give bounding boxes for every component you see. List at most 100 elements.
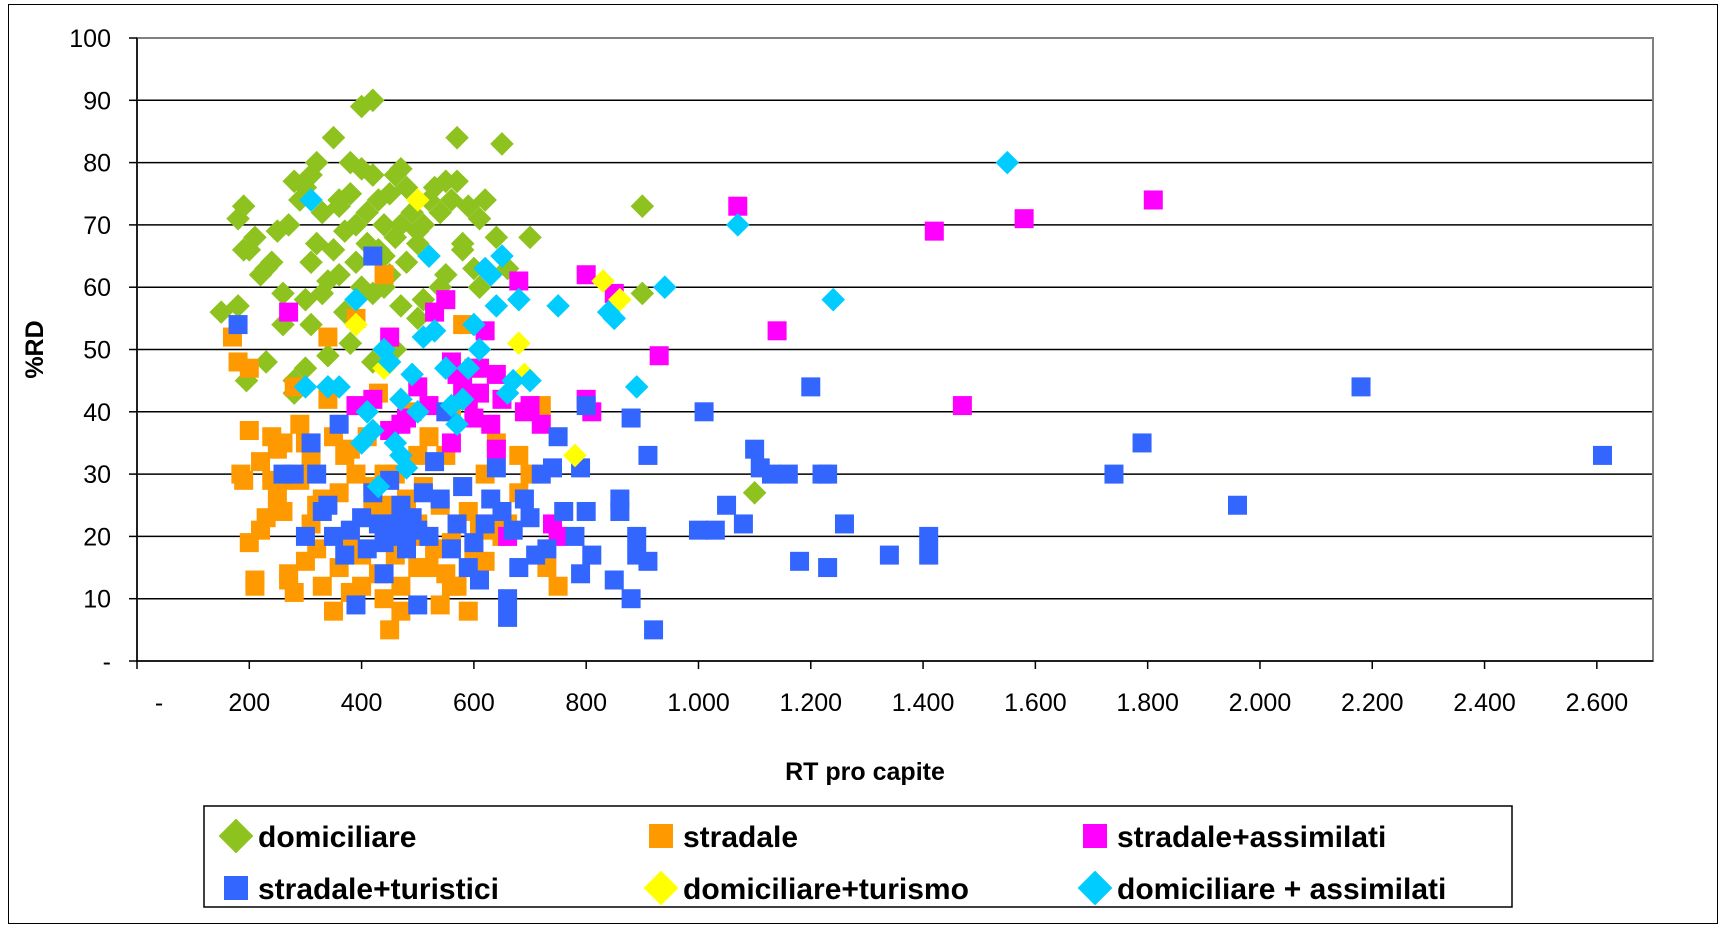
data-point bbox=[638, 445, 658, 465]
data-point bbox=[352, 508, 372, 528]
data-point bbox=[430, 595, 450, 615]
data-point bbox=[276, 213, 301, 237]
data-point bbox=[834, 514, 854, 534]
data-point bbox=[514, 489, 534, 509]
data-point bbox=[377, 350, 402, 374]
data-point bbox=[419, 427, 439, 447]
y-tick-label: 60 bbox=[83, 274, 111, 302]
data-point bbox=[237, 238, 262, 262]
data-point bbox=[742, 481, 767, 505]
data-point bbox=[299, 312, 323, 337]
data-point bbox=[368, 514, 388, 534]
data-point bbox=[256, 508, 276, 528]
data-point bbox=[318, 327, 338, 347]
data-point bbox=[486, 458, 506, 478]
data-point bbox=[245, 570, 265, 590]
data-point bbox=[518, 368, 542, 393]
data-point bbox=[327, 262, 351, 287]
data-point bbox=[486, 364, 506, 384]
legend-label: stradale+assimilati bbox=[1117, 821, 1386, 854]
data-point bbox=[239, 358, 259, 378]
data-point bbox=[507, 287, 531, 312]
data-point bbox=[490, 244, 514, 268]
data-point bbox=[363, 246, 383, 266]
data-point bbox=[436, 290, 456, 310]
data-point bbox=[234, 470, 254, 490]
legend-marker bbox=[643, 870, 679, 906]
data-point bbox=[733, 514, 753, 534]
data-point bbox=[383, 163, 408, 187]
legend-label: stradale bbox=[683, 821, 798, 854]
data-point bbox=[344, 287, 368, 312]
data-point bbox=[293, 287, 318, 312]
data-point bbox=[299, 188, 323, 212]
x-tick-label: 2.000 bbox=[1229, 689, 1292, 717]
data-point bbox=[1104, 464, 1124, 484]
data-point bbox=[357, 539, 377, 559]
data-point bbox=[394, 250, 419, 275]
data-point bbox=[321, 238, 346, 262]
data-point bbox=[1228, 495, 1248, 515]
data-point bbox=[627, 526, 647, 546]
data-point bbox=[509, 558, 529, 578]
data-point bbox=[400, 362, 424, 387]
data-point bbox=[327, 188, 351, 212]
data-point bbox=[486, 439, 506, 459]
y-axis-title: %RD bbox=[21, 320, 49, 378]
x-tick-label: 1.400 bbox=[892, 689, 955, 717]
data-point bbox=[284, 464, 304, 484]
data-point bbox=[355, 231, 379, 256]
data-point bbox=[243, 225, 267, 250]
data-point bbox=[498, 607, 518, 627]
data-point bbox=[919, 526, 939, 546]
legend-marker bbox=[224, 876, 248, 900]
data-point bbox=[271, 281, 295, 306]
data-point bbox=[389, 387, 413, 412]
legend-marker bbox=[649, 824, 673, 848]
data-point bbox=[801, 377, 821, 397]
y-tick-label: 90 bbox=[83, 87, 111, 115]
data-point bbox=[441, 433, 461, 453]
data-point bbox=[324, 601, 344, 621]
x-tick-label: 2.400 bbox=[1453, 689, 1516, 717]
data-point bbox=[318, 389, 338, 409]
data-point bbox=[425, 452, 445, 472]
data-point bbox=[778, 464, 798, 484]
x-tick-label: - bbox=[155, 689, 163, 717]
data-point bbox=[610, 501, 630, 521]
data-point bbox=[327, 375, 351, 399]
legend-label: domiciliare bbox=[258, 821, 416, 854]
data-point bbox=[439, 393, 464, 418]
legend: domiciliare stradale stradale+assimilati st… bbox=[203, 805, 1513, 908]
data-point bbox=[349, 157, 374, 181]
x-tick-label: 1.600 bbox=[1004, 689, 1067, 717]
data-point bbox=[374, 265, 394, 285]
data-point bbox=[503, 520, 523, 540]
data-point bbox=[571, 564, 591, 584]
data-point bbox=[265, 219, 290, 243]
data-point bbox=[428, 275, 452, 299]
data-point bbox=[546, 294, 570, 318]
data-point bbox=[576, 265, 596, 285]
data-point bbox=[688, 520, 708, 540]
data-point bbox=[318, 495, 338, 515]
data-point bbox=[434, 356, 458, 380]
series-3 bbox=[228, 246, 1612, 640]
data-point bbox=[919, 545, 939, 565]
data-point bbox=[394, 456, 419, 480]
x-tick-label: 1.200 bbox=[779, 689, 842, 717]
legend-marker bbox=[218, 818, 254, 854]
data-point bbox=[338, 181, 363, 206]
data-point bbox=[226, 294, 250, 318]
data-point bbox=[355, 200, 379, 225]
data-point bbox=[355, 400, 379, 424]
data-points bbox=[209, 88, 1612, 640]
data-point bbox=[228, 315, 248, 335]
data-point bbox=[653, 275, 677, 299]
data-point bbox=[467, 337, 492, 362]
data-point bbox=[717, 495, 737, 515]
data-point bbox=[374, 589, 394, 609]
data-point bbox=[344, 213, 368, 237]
data-point bbox=[295, 526, 315, 546]
data-point bbox=[565, 526, 585, 546]
